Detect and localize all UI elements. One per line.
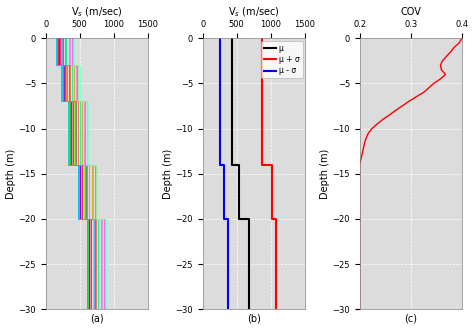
μ	[246, 217, 252, 221]
μ	[246, 307, 252, 311]
Line: μ: μ	[232, 38, 249, 309]
μ + σ	[269, 217, 275, 221]
μ - σ	[222, 217, 228, 221]
μ - σ	[225, 307, 231, 311]
μ + σ	[259, 163, 265, 167]
Legend: μ, μ + σ, μ - σ: μ, μ + σ, μ - σ	[261, 40, 302, 78]
X-axis label: (a): (a)	[90, 314, 104, 323]
Title: V$_s$ (m/sec): V$_s$ (m/sec)	[228, 6, 280, 19]
μ	[229, 36, 235, 40]
X-axis label: (b): (b)	[247, 314, 261, 323]
μ + σ	[273, 307, 279, 311]
μ - σ	[218, 163, 223, 167]
Y-axis label: Depth (m): Depth (m)	[6, 149, 16, 199]
μ - σ	[218, 36, 223, 40]
Line: μ - σ: μ - σ	[220, 38, 228, 309]
X-axis label: (c): (c)	[404, 314, 417, 323]
Title: COV: COV	[401, 7, 421, 17]
Y-axis label: Depth (m): Depth (m)	[163, 149, 173, 199]
Y-axis label: Depth (m): Depth (m)	[319, 149, 329, 199]
μ + σ	[269, 163, 275, 167]
μ	[236, 217, 242, 221]
μ + σ	[273, 217, 279, 221]
μ	[236, 163, 242, 167]
μ	[229, 163, 235, 167]
μ - σ	[222, 163, 228, 167]
Title: V$_s$ (m/sec): V$_s$ (m/sec)	[71, 6, 123, 19]
μ + σ	[259, 36, 265, 40]
μ - σ	[225, 217, 231, 221]
Line: μ + σ: μ + σ	[262, 38, 276, 309]
